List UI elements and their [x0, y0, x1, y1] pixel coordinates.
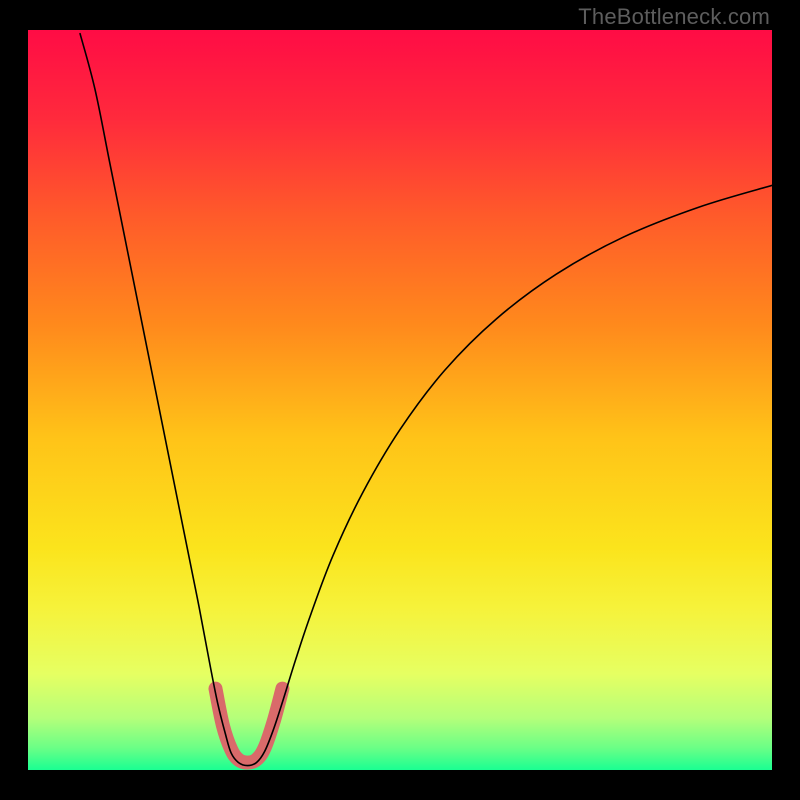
watermark-label: TheBottleneck.com [578, 4, 770, 30]
chart-background [28, 30, 772, 770]
chart-container: TheBottleneck.com [0, 0, 800, 800]
bottleneck-chart [0, 0, 800, 800]
